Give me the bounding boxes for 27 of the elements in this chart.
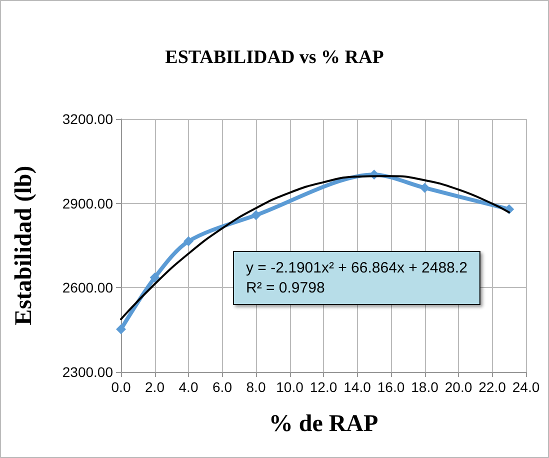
x-tick-label: 18.0	[411, 379, 439, 395]
chart-title: ESTABILIDAD vs % RAP	[165, 47, 384, 68]
point	[116, 324, 126, 334]
x-tick-label: 16.0	[377, 379, 405, 395]
point	[251, 210, 261, 220]
x-tick-label: 14.0	[344, 379, 372, 395]
y-tick-label: 2600.00	[62, 280, 114, 296]
x-tick-label: 10.0	[276, 379, 304, 395]
x-tick-label: 8.0	[246, 379, 266, 395]
y-axis-title: Estabilidad (lb)	[11, 166, 37, 326]
x-tick-label: 6.0	[212, 379, 232, 395]
x-axis-title: % de RAP	[268, 411, 378, 437]
x-tick-label: 24.0	[512, 379, 540, 395]
x-tick-label: 2.0	[145, 379, 165, 395]
x-tick-label: 22.0	[478, 379, 506, 395]
point	[150, 272, 160, 283]
annotation: y = -2.1901x² + 66.864x + 2488.2	[246, 260, 468, 276]
y-tick-label: 2300.00	[62, 364, 114, 380]
annotation: R² = 0.9798	[246, 280, 325, 296]
point	[184, 236, 194, 246]
x-tick-label: 20.0	[444, 379, 472, 395]
y-tick-label: 3200.00	[62, 111, 114, 127]
y-tick-label: 2900.00	[62, 195, 114, 212]
point	[420, 182, 430, 193]
x-tick-label: 0.0	[111, 379, 131, 395]
x-tick-label: 4.0	[178, 379, 198, 395]
x-tick-label: 12.0	[310, 379, 338, 395]
